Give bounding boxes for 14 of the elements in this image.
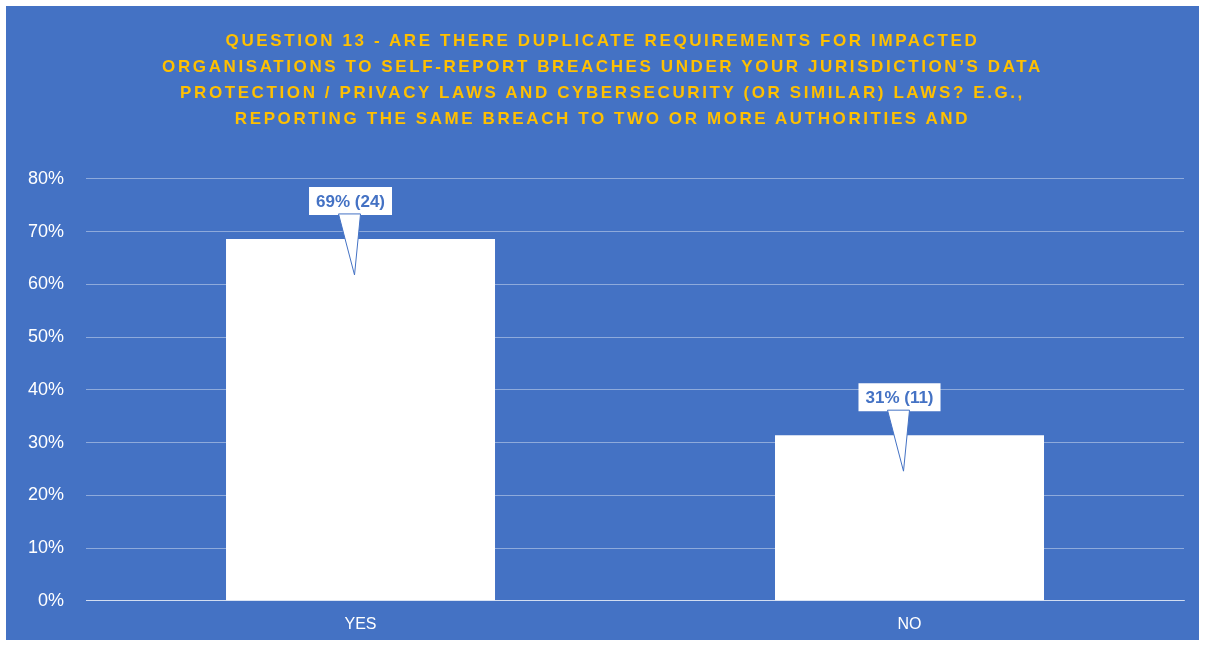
y-tick-label: 80%: [28, 167, 65, 188]
chart-title: QUESTION 13 - ARE THERE DUPLICATE REQUIREMENTS FOR IMPACTED ORGANISATIONS TO SELF-REPORT BREACHES UNDER YOUR JURISDICTION’S DATA PROTECTION / PRIVACY LAWS AND CYBERSECURITY (OR SIMILAR) LAWS? E.G., REPORTING THE SAME BREACH TO TWO OR MORE AUTHORITIES AND: [161, 30, 1044, 130]
y-tick-label: 20%: [28, 484, 65, 505]
y-tick-label: 50%: [28, 326, 65, 347]
y-tick-label: 70%: [28, 220, 65, 241]
data-label: 31% (11): [865, 387, 934, 407]
y-tick-label: 40%: [28, 378, 65, 399]
y-tick-label: 30%: [28, 431, 65, 452]
y-tick-label: 0%: [38, 589, 65, 610]
data-label: 69% (24): [316, 191, 386, 211]
y-tick-label: 10%: [28, 537, 65, 558]
x-tick-label: NO: [897, 614, 922, 632]
y-tick-label: 60%: [28, 273, 65, 294]
x-tick-label: YES: [344, 614, 377, 632]
